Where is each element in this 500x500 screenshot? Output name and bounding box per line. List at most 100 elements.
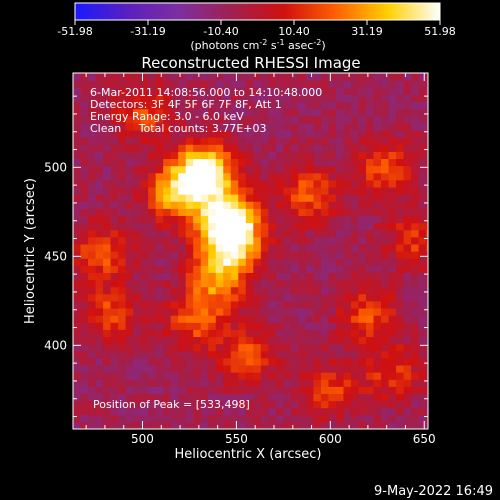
heatmap-cell: [200, 101, 209, 110]
heatmap-cell: [418, 165, 427, 174]
heatmap-cell: [118, 421, 127, 429]
heatmap-cell: [418, 393, 427, 402]
heatmap-cell: [133, 87, 142, 95]
heatmap-cell: [381, 400, 390, 409]
heatmap-cell: [260, 87, 269, 95]
heatmap-cell: [170, 336, 179, 345]
heatmap-cell: [343, 194, 352, 202]
heatmap-cell: [148, 357, 157, 366]
heatmap-cell: [358, 336, 367, 345]
heatmap-cell: [208, 172, 217, 181]
heatmap-cell: [185, 251, 194, 259]
heatmap-cell: [305, 322, 315, 330]
heatmap-cell: [343, 151, 352, 160]
heatmap-cell: [253, 407, 262, 416]
heatmap-cell: [163, 165, 172, 174]
heatmap-cell: [381, 87, 390, 95]
heatmap-cell: [418, 357, 427, 366]
heatmap-cell: [320, 407, 330, 416]
heatmap-cell: [170, 343, 179, 352]
heatmap-cell: [178, 421, 187, 429]
heatmap-cell: [73, 336, 82, 345]
heatmap-cell: [193, 158, 202, 167]
heatmap-cell: [366, 400, 375, 409]
heatmap-cell: [350, 379, 360, 387]
heatmap-cell: [343, 208, 352, 216]
heatmap-cell: [118, 300, 127, 309]
heatmap-cell: [298, 329, 307, 338]
heatmap-cell: [283, 350, 292, 359]
heatmap-cell: [110, 115, 119, 124]
heatmap-cell: [403, 165, 412, 174]
heatmap-cell: [155, 279, 164, 288]
heatmap-cell: [118, 73, 127, 81]
heatmap-cell: [411, 393, 420, 402]
heatmap-cell: [178, 129, 187, 138]
heatmap-cell: [230, 393, 239, 402]
heatmap-cell: [305, 122, 315, 131]
heatmap-cell: [215, 137, 224, 145]
heatmap-cell: [88, 243, 97, 252]
heatmap-cell: [253, 251, 262, 259]
axis-ticks: [73, 73, 428, 429]
heatmap-cell: [268, 122, 277, 131]
heatmap-cell: [366, 300, 375, 309]
heatmap-cell: [328, 222, 337, 231]
heatmap-cell: [223, 336, 232, 345]
heatmap-cell: [373, 122, 382, 131]
heatmap-cell: [373, 322, 382, 330]
heatmap-cell: [426, 251, 428, 259]
heatmap-cell: [418, 414, 427, 423]
heatmap-cell: [170, 101, 179, 110]
heatmap-cell: [350, 272, 360, 281]
heatmap-cell: [178, 201, 187, 209]
heatmap-cell: [140, 400, 149, 409]
heatmap-cell: [253, 293, 262, 302]
heatmap-cell: [223, 343, 232, 352]
heatmap-cell: [170, 286, 179, 295]
heatmap-cell: [178, 236, 187, 245]
heatmap-cell: [343, 272, 352, 281]
heatmap-cell: [103, 87, 112, 95]
heatmap-cell: [103, 350, 112, 359]
heatmap-cell: [388, 251, 397, 259]
heatmap-cell: [118, 215, 127, 224]
heatmap-cell: [118, 144, 127, 152]
heatmap-cell: [88, 258, 97, 266]
heatmap-cell: [148, 279, 157, 288]
heatmap-cell: [260, 129, 269, 138]
heatmap-cell: [305, 379, 315, 387]
heatmap-cell: [155, 243, 164, 252]
heatmap-cell: [88, 186, 97, 195]
heatmap-cell: [73, 279, 82, 288]
heatmap-cell: [223, 208, 232, 216]
heatmap-cell: [396, 343, 405, 352]
heatmap-cell: [403, 229, 412, 238]
heatmap-cell: [426, 343, 428, 352]
heatmap-cell: [148, 364, 157, 373]
heatmap-cell: [418, 80, 427, 88]
heatmap-cell: [103, 379, 112, 387]
heatmap-cell: [283, 251, 292, 259]
heatmap-cell: [396, 372, 405, 380]
heatmap-cell: [290, 357, 299, 366]
heatmap-cell: [373, 151, 382, 160]
heatmap-cell: [230, 372, 239, 380]
heatmap-cell: [283, 322, 292, 330]
heatmap-cell: [260, 115, 269, 124]
heatmap-cell: [155, 87, 164, 95]
heatmap-cell: [80, 258, 89, 266]
heatmap-cell: [148, 94, 157, 103]
heatmap-cell: [335, 115, 345, 124]
heatmap-cell: [118, 379, 127, 387]
heatmap-cell: [155, 379, 164, 387]
heatmap-cell: [103, 122, 112, 131]
heatmap-cell: [298, 208, 307, 216]
heatmap-cell: [118, 350, 127, 359]
heatmap-cell: [95, 179, 104, 188]
heatmap-cell: [185, 258, 194, 266]
heatmap-cell: [223, 357, 232, 366]
heatmap-cell: [245, 179, 254, 188]
heatmap-cell: [358, 343, 367, 352]
heatmap: [73, 73, 428, 429]
